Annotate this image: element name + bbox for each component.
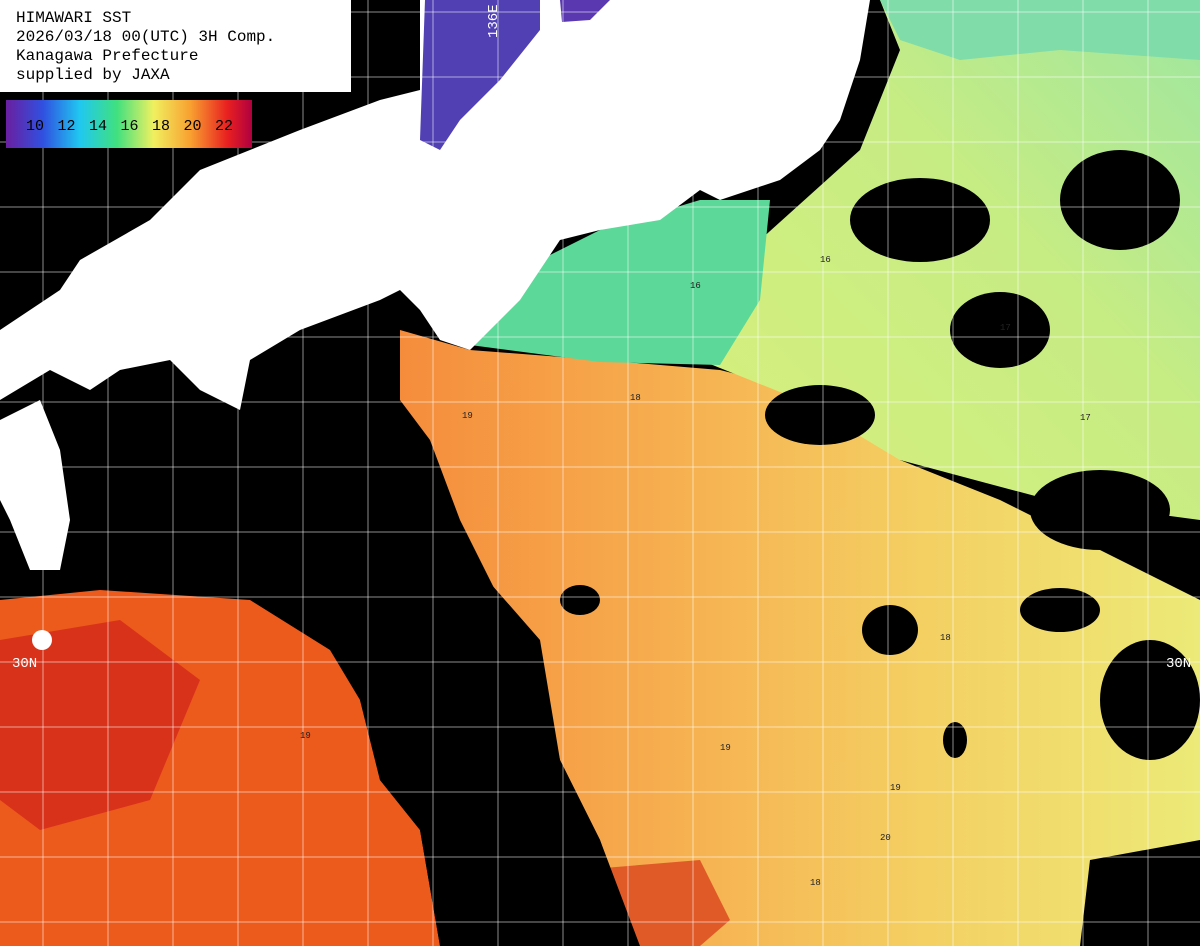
cloud-cover <box>360 150 1200 946</box>
colorbar-labels: 10 12 14 16 18 20 22 <box>26 118 233 135</box>
longitude-label: 136E <box>486 4 502 38</box>
contour-label: 19 <box>300 731 311 741</box>
colorbar-label: 14 <box>89 118 107 135</box>
colorbar-label: 16 <box>121 118 139 135</box>
latitude-label: 30N <box>12 656 37 672</box>
contour-label: 19 <box>462 411 473 421</box>
latitude-label: 30N <box>1166 656 1191 672</box>
land <box>0 0 870 650</box>
colorbar-label: 12 <box>58 118 76 135</box>
colorbar-label: 18 <box>152 118 170 135</box>
header-line: Kanagawa Prefecture <box>16 47 198 65</box>
header-box <box>0 0 351 92</box>
contour-labels: 19 19 18 18 17 17 16 16 20 19 18 19 <box>300 255 1091 888</box>
contour-label: 17 <box>1000 323 1011 333</box>
contour-label: 17 <box>1080 413 1091 423</box>
contour-label: 16 <box>690 281 701 291</box>
contour-label: 20 <box>880 833 891 843</box>
colorbar-label: 22 <box>215 118 233 135</box>
contour-label: 18 <box>810 878 821 888</box>
header-line: HIMAWARI SST <box>16 9 131 27</box>
contour-label: 16 <box>820 255 831 265</box>
contour-label: 18 <box>940 633 951 643</box>
contour-label: 19 <box>890 783 901 793</box>
colorbar-label: 20 <box>184 118 202 135</box>
header-line: 2026/03/18 00(UTC) 3H Comp. <box>16 28 275 46</box>
colorbar-label: 10 <box>26 118 44 135</box>
header-line: supplied by JAXA <box>16 66 170 84</box>
sea-of-japan <box>420 0 610 150</box>
contour-label: 19 <box>720 743 731 753</box>
contour-label: 18 <box>630 393 641 403</box>
colorbar <box>6 100 252 148</box>
